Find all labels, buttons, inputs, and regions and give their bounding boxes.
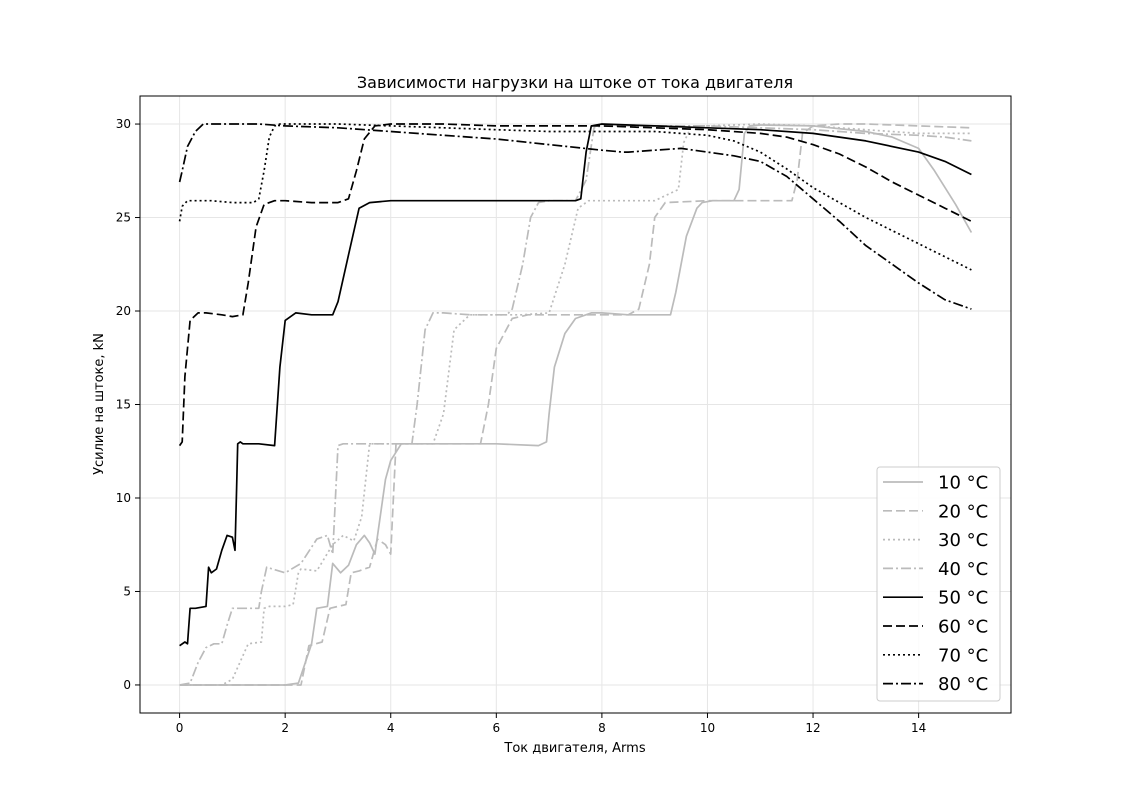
series-line-4 xyxy=(179,125,972,686)
x-tick-label: 10 xyxy=(700,721,715,735)
chart-title: Зависимости нагрузки на штоке от тока дв… xyxy=(357,73,793,92)
x-tick-label: 12 xyxy=(805,721,820,735)
legend-label: 50 °C xyxy=(938,588,988,609)
legend-label: 60 °C xyxy=(938,617,988,638)
x-tick-label: 0 xyxy=(176,721,184,735)
y-tick-label: 15 xyxy=(116,398,131,412)
series-line-1 xyxy=(179,124,973,686)
series-group xyxy=(178,123,973,686)
grid xyxy=(140,96,1011,713)
x-tick-label: 8 xyxy=(598,721,606,735)
series-line-7 xyxy=(178,123,972,271)
y-tick-label: 20 xyxy=(116,304,131,318)
y-tick-label: 10 xyxy=(116,491,131,505)
x-tick-label: 6 xyxy=(492,721,500,735)
legend-label: 70 °C xyxy=(938,645,988,666)
y-tick-label: 0 xyxy=(123,678,131,692)
legend-label: 80 °C xyxy=(938,674,988,695)
series-line-8 xyxy=(178,123,972,310)
y-axis-label: Усилие на штоке, kN xyxy=(92,333,107,475)
legend-label: 40 °C xyxy=(938,559,988,580)
series-line-5 xyxy=(179,123,972,647)
x-tick-label: 4 xyxy=(387,721,395,735)
series-line-2 xyxy=(179,123,972,686)
y-tick-label: 5 xyxy=(123,584,131,598)
series-line-6 xyxy=(178,123,972,447)
legend-frame xyxy=(876,466,1001,702)
legend: 10 °C 20 °C 30 °C 40 °C 50 °C 60 °C 70 °C 80 °C xyxy=(876,466,1001,702)
x-tick-label: 2 xyxy=(281,721,289,735)
y-axis: 0 5 10 15 20 25 30 xyxy=(116,117,140,692)
y-tick-label: 30 xyxy=(116,117,131,131)
legend-label: 20 °C xyxy=(938,501,988,522)
x-axis-label: Ток двигателя, Arms xyxy=(503,741,645,756)
x-tick-label: 14 xyxy=(911,721,926,735)
x-axis: 0 2 4 6 8 10 12 14 xyxy=(176,713,926,735)
legend-label: 30 °C xyxy=(938,530,988,551)
y-tick-label: 25 xyxy=(116,211,131,225)
legend-label: 10 °C xyxy=(938,473,988,494)
